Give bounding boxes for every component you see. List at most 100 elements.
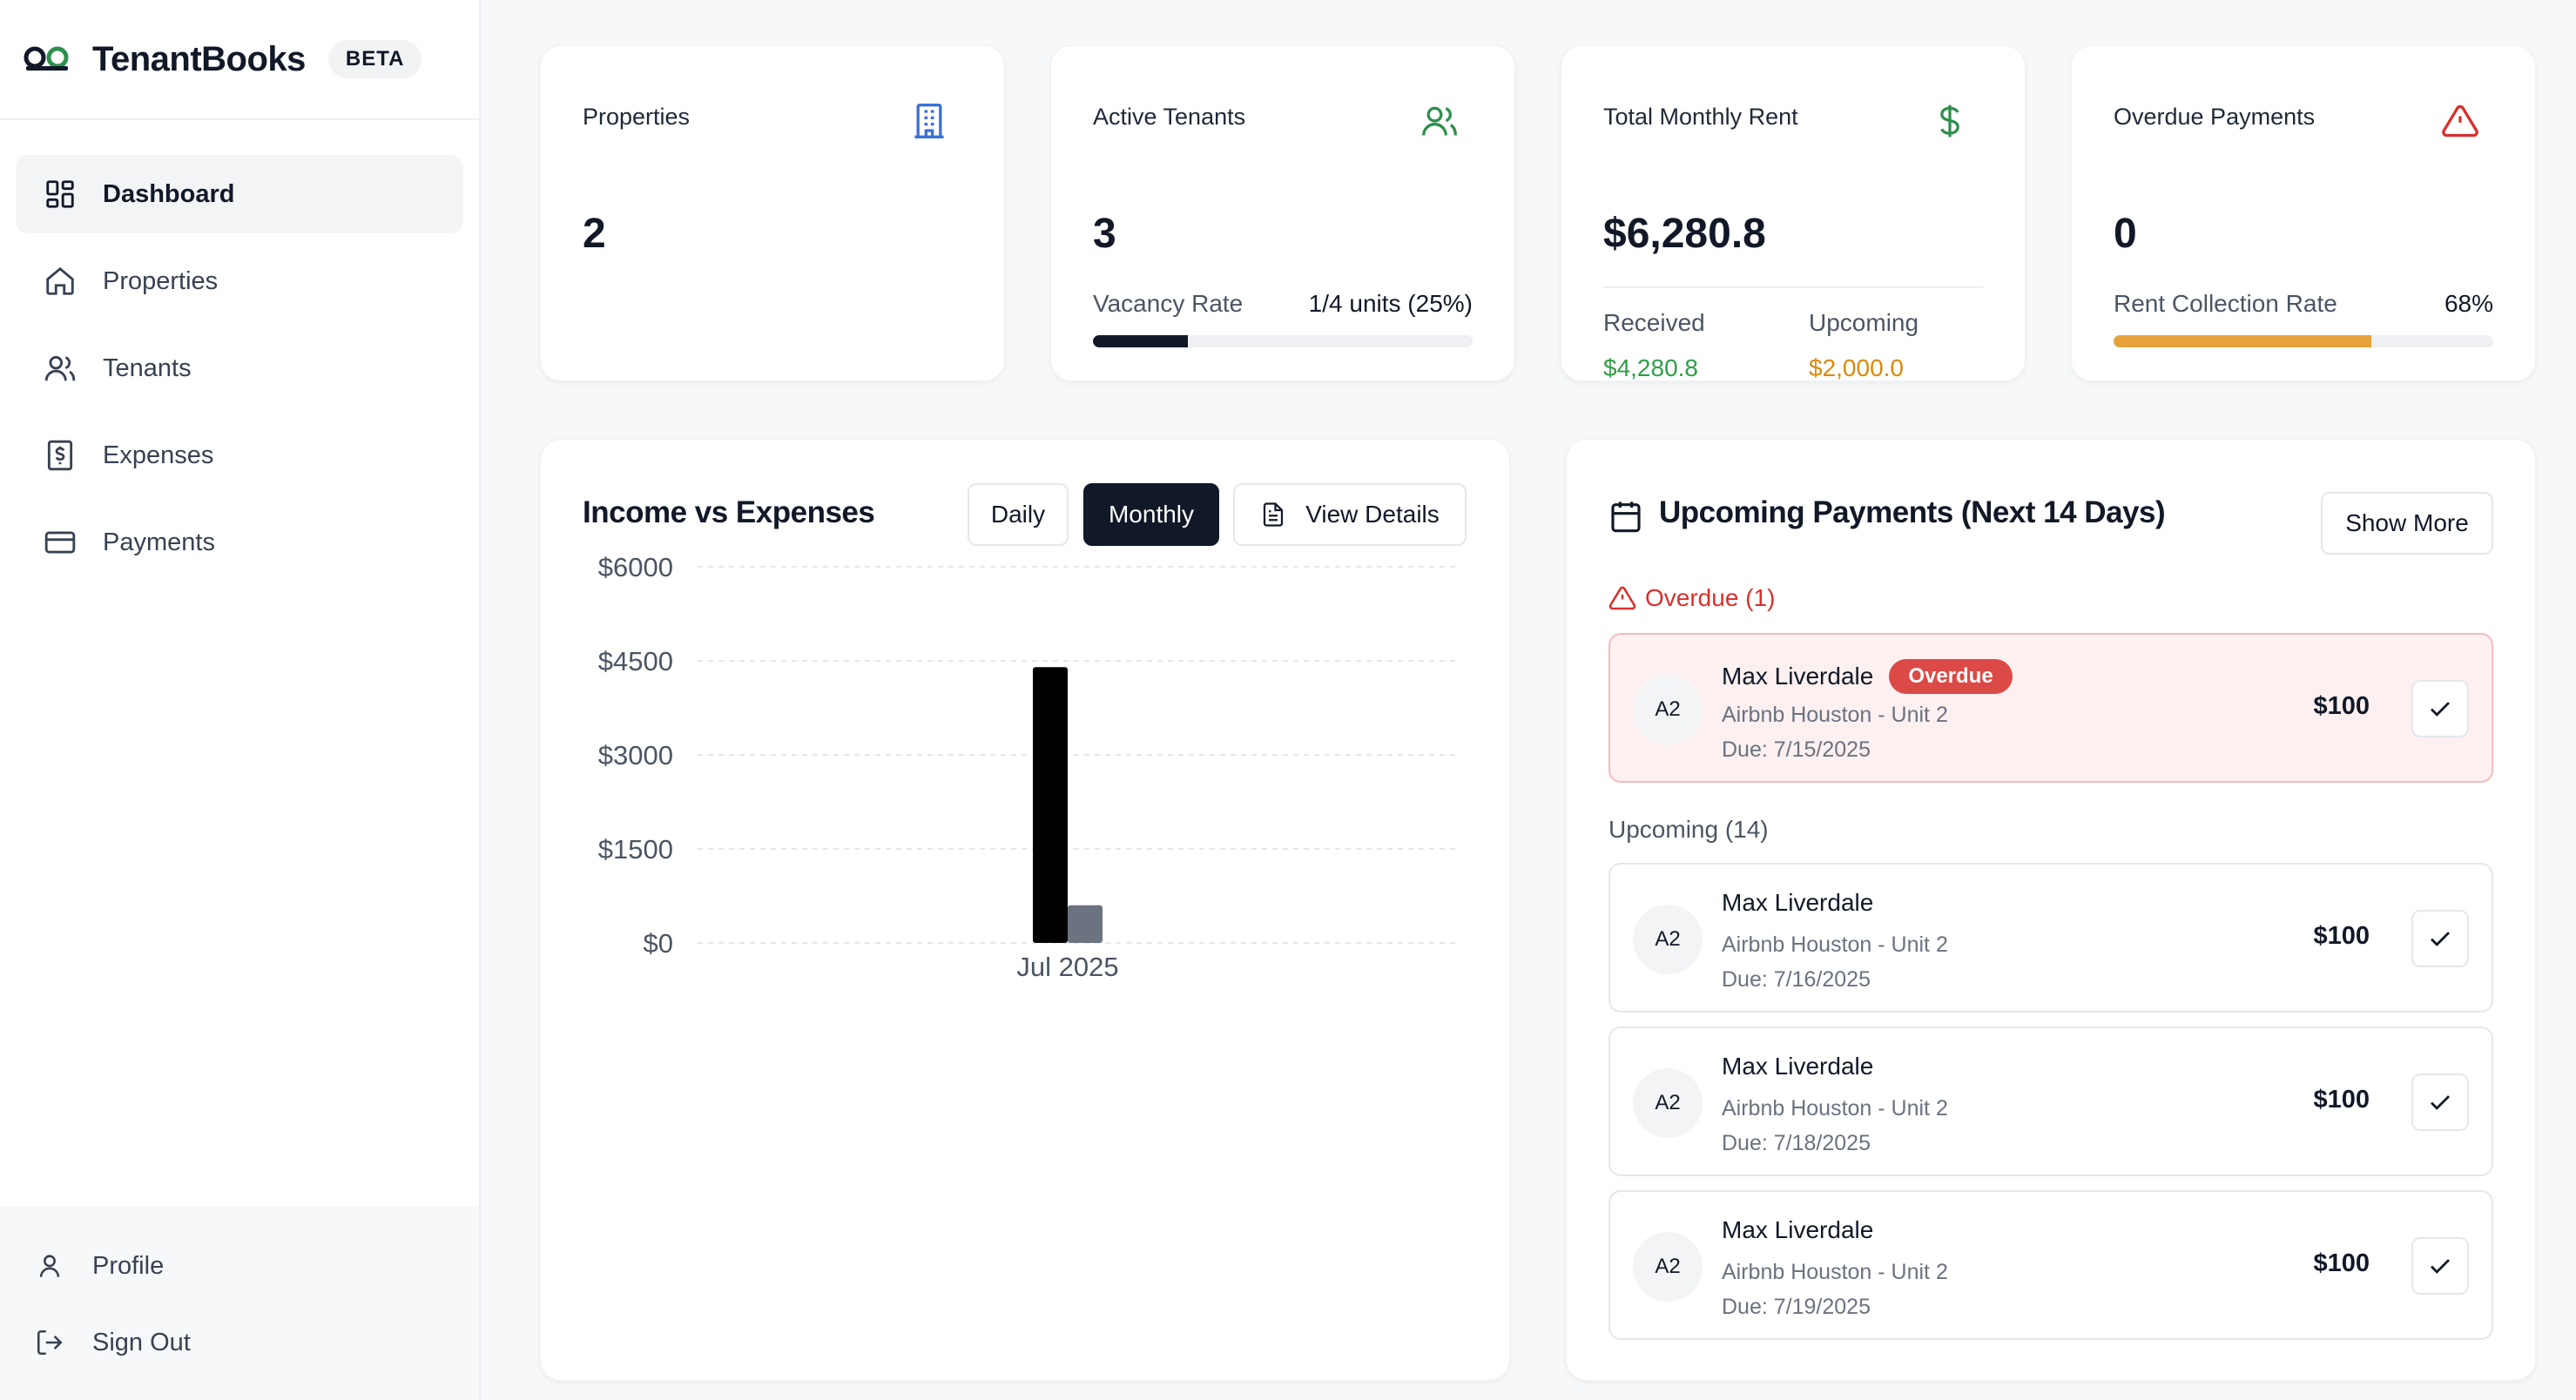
sidebar-item-expenses[interactable]: Expenses: [16, 416, 463, 495]
upcoming-value: $2,000.0: [1809, 354, 1904, 381]
check-icon: [2431, 1095, 2450, 1110]
building-icon: [910, 102, 948, 140]
upcoming-count: Upcoming (14): [1608, 816, 1769, 843]
overdue-count: Overdue (1): [1645, 584, 1776, 611]
stat-title: Overdue Payments: [2114, 104, 2316, 130]
mark-paid-button[interactable]: [2411, 910, 2469, 967]
divider: [1603, 286, 1983, 288]
tenant-name: Max Liverdale: [1722, 889, 1874, 916]
tenant-name-row: Max Liverdale: [1722, 889, 1873, 917]
tenant-name-row: Max Liverdale: [1722, 1053, 1873, 1080]
dashboard-grid-icon: [46, 180, 74, 208]
collection-value: 68%: [2444, 290, 2493, 317]
profile-link[interactable]: Profile: [0, 1228, 479, 1304]
sidebar-item-properties[interactable]: Properties: [16, 242, 463, 320]
stat-value: 3: [1093, 211, 1116, 257]
due-date: Due: 7/19/2025: [1722, 1295, 1871, 1319]
due-date: Due: 7/18/2025: [1722, 1131, 1871, 1155]
check-icon: [2431, 932, 2450, 946]
payment-item[interactable]: A2 Max Liverdale Airbnb Houston - Unit 2…: [1608, 1190, 2493, 1340]
sidebar-item-payments[interactable]: Payments: [16, 503, 463, 582]
payment-item[interactable]: A2 Max Liverdale Airbnb Houston - Unit 2…: [1608, 1026, 2493, 1176]
chart-bar-series-1[interactable]: [1068, 905, 1103, 943]
tenant-name-row: Max Liverdale: [1722, 1216, 1873, 1244]
tenant-name-row: Max Liverdale Overdue: [1722, 659, 2013, 694]
overdue-badge: Overdue: [1889, 659, 2013, 694]
check-icon: [2431, 702, 2450, 717]
stat-title: Active Tenants: [1093, 104, 1246, 130]
collection-row: Rent Collection Rate 68%: [2114, 290, 2493, 318]
calendar-icon: [1611, 501, 1641, 533]
mark-paid-button[interactable]: [2411, 680, 2469, 737]
x-tick-label: Jul 2025: [1016, 952, 1118, 982]
upcoming-payments-card: Upcoming Payments (Next 14 Days) Show Mo…: [1566, 439, 2536, 1381]
sidebar-item-tenants[interactable]: Tenants: [16, 329, 463, 407]
tenant-name: Max Liverdale: [1722, 1216, 1874, 1243]
payment-amount: $100: [2313, 692, 2370, 720]
brand[interactable]: TenantBooks BETA: [0, 0, 479, 120]
sidebar-item-label: Properties: [103, 266, 219, 295]
income-expenses-card: Income vs Expenses Daily Monthly View De…: [540, 439, 1510, 1381]
view-details-button[interactable]: View Details: [1233, 483, 1467, 546]
sidebar-bottom: Profile Sign Out: [0, 1207, 479, 1400]
y-tick-label: $6000: [598, 552, 673, 582]
y-tick-label: $3000: [598, 740, 673, 771]
sidebar-item-label: Expenses: [103, 441, 214, 469]
chart-title: Income vs Expenses: [583, 495, 875, 529]
tenant-name: Max Liverdale: [1722, 1053, 1874, 1080]
income-expenses-chart: $0 $1500 $3000 $4500 $6000 Jul 2025: [598, 552, 1455, 982]
received-label: Received: [1603, 309, 1705, 336]
sign-out-label: Sign Out: [92, 1328, 191, 1356]
vacancy-label: Vacancy Rate: [1093, 290, 1244, 317]
vacancy-progress: [1093, 335, 1473, 347]
alert-triangle-icon: [2441, 102, 2479, 140]
receipt-dollar-icon: [47, 440, 73, 471]
alert-triangle-icon: [1608, 586, 1636, 610]
monthly-button[interactable]: Monthly: [1083, 483, 1219, 546]
sidebar-item-label: Dashboard: [103, 179, 235, 208]
upcoming-section-label: Upcoming (14): [1608, 816, 1769, 844]
beta-badge: BETA: [327, 40, 422, 78]
sign-out-link[interactable]: Sign Out: [0, 1304, 479, 1381]
sidebar: TenantBooks BETA Dashboard Properties Te…: [0, 0, 481, 1400]
users-icon: [1420, 102, 1459, 140]
stat-value: $6,280.8: [1603, 211, 1766, 257]
stat-title: Total Monthly Rent: [1603, 104, 1798, 130]
stat-title: Properties: [583, 104, 691, 130]
vacancy-value: 1/4 units (25%): [1308, 290, 1473, 317]
dollar-icon: [1931, 102, 1969, 140]
tenants-card: Active Tenants 3 Vacancy Rate 1/4 units …: [1050, 45, 1515, 381]
y-tick-label: $1500: [598, 834, 673, 865]
y-tick-label: $0: [644, 928, 673, 959]
logo-icon: [24, 46, 69, 71]
mark-paid-button[interactable]: [2411, 1237, 2469, 1295]
vacancy-row: Vacancy Rate 1/4 units (25%): [1093, 290, 1473, 318]
sign-out-icon: [37, 1329, 63, 1356]
profile-label: Profile: [92, 1251, 165, 1280]
user-icon: [39, 1255, 60, 1277]
due-date: Due: 7/16/2025: [1722, 967, 1871, 992]
view-details-label: View Details: [1305, 501, 1440, 528]
sidebar-nav: Dashboard Properties Tenants Expenses Pa…: [0, 120, 479, 582]
collection-label: Rent Collection Rate: [2114, 290, 2337, 317]
received-value: $4,280.8: [1603, 354, 1698, 381]
chart-bar-series-0[interactable]: [1033, 667, 1068, 943]
stat-value: 2: [583, 211, 606, 257]
tenant-name: Max Liverdale: [1722, 663, 1874, 690]
daily-button[interactable]: Daily: [968, 483, 1069, 546]
y-tick-label: $4500: [598, 646, 673, 676]
document-icon: [1264, 502, 1284, 527]
payment-item-overdue[interactable]: A2 Max Liverdale Overdue Airbnb Houston …: [1608, 633, 2493, 783]
unit-label: Airbnb Houston - Unit 2: [1722, 703, 1948, 727]
unit-label: Airbnb Houston - Unit 2: [1722, 932, 1948, 957]
avatar: A2: [1633, 905, 1703, 974]
users-icon: [44, 355, 76, 381]
mark-paid-button[interactable]: [2411, 1074, 2469, 1131]
show-more-button[interactable]: Show More: [2321, 492, 2493, 555]
check-icon: [2431, 1259, 2450, 1274]
upcoming-block: Upcoming $2,000.0: [1809, 309, 1919, 382]
sidebar-item-dashboard[interactable]: Dashboard: [16, 155, 463, 233]
collection-progress: [2114, 335, 2493, 347]
payment-item[interactable]: A2 Max Liverdale Airbnb Houston - Unit 2…: [1608, 863, 2493, 1013]
overdue-section-label: Overdue (1): [1608, 584, 1775, 612]
